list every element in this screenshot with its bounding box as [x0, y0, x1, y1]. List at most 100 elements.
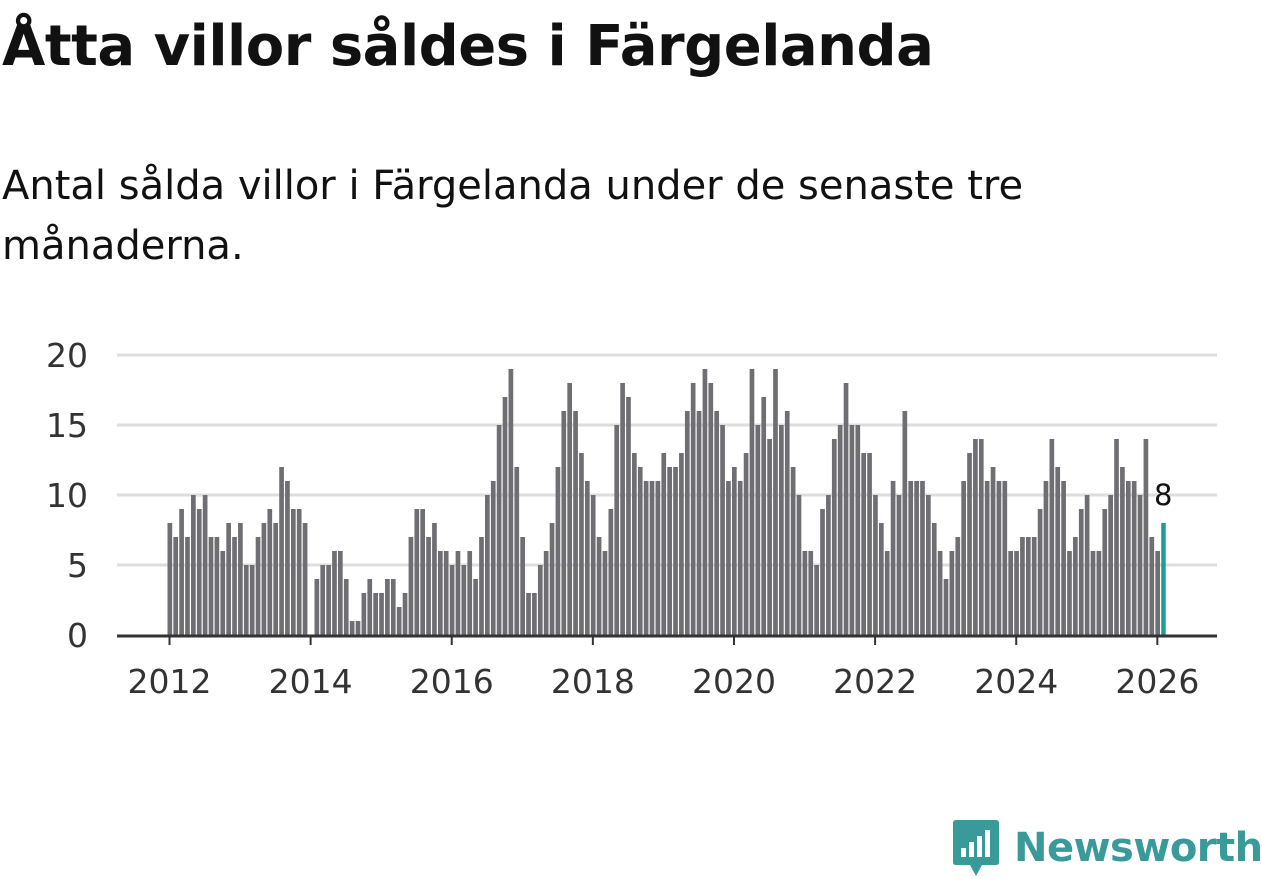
x-tick-label: 2016 — [410, 662, 494, 701]
bar — [355, 621, 361, 635]
bar — [702, 369, 708, 635]
bar — [526, 593, 531, 635]
bar — [461, 565, 467, 635]
bar — [843, 383, 849, 635]
bar — [1049, 439, 1055, 635]
bar — [743, 453, 749, 635]
bar — [214, 537, 220, 635]
bar — [173, 537, 179, 635]
bar — [684, 411, 690, 635]
bar — [920, 481, 925, 635]
bar — [408, 537, 414, 635]
bar — [496, 425, 502, 635]
bar — [949, 551, 955, 635]
bar — [520, 537, 525, 635]
bar — [1037, 509, 1043, 635]
bar — [273, 523, 279, 635]
bar — [708, 383, 714, 635]
bar — [343, 579, 349, 635]
bar — [437, 551, 443, 635]
bar — [1096, 551, 1102, 635]
bar — [590, 495, 596, 635]
bar — [396, 607, 402, 635]
bar — [908, 481, 914, 635]
bar — [667, 467, 672, 635]
bar — [937, 551, 943, 635]
bar — [637, 467, 643, 635]
bar — [361, 593, 367, 635]
bar — [808, 551, 814, 635]
bar — [467, 551, 473, 635]
bar — [567, 383, 573, 635]
bar — [614, 425, 620, 635]
bar — [1084, 495, 1090, 635]
bar — [1137, 495, 1143, 635]
x-tick-label: 2020 — [692, 662, 776, 701]
bar — [620, 383, 625, 635]
bar — [855, 425, 861, 635]
y-tick-label: 10 — [46, 476, 88, 515]
y-tick-label: 20 — [46, 336, 88, 375]
bar — [914, 481, 919, 635]
bar — [479, 537, 484, 635]
bar — [990, 467, 996, 635]
bar — [1025, 537, 1031, 635]
bar — [1078, 509, 1084, 635]
bar — [490, 481, 496, 635]
bar — [185, 537, 190, 635]
bar — [584, 481, 590, 635]
bar — [455, 551, 461, 635]
bar — [767, 439, 772, 635]
bar — [508, 369, 514, 635]
bar — [1002, 481, 1008, 635]
y-tick-label: 5 — [67, 546, 88, 585]
bar — [502, 397, 508, 635]
bar — [314, 579, 320, 635]
bar — [931, 523, 937, 635]
bar — [737, 481, 743, 635]
y-tick-label: 15 — [46, 406, 88, 445]
bar — [349, 621, 355, 635]
bar — [202, 495, 208, 635]
bar — [802, 551, 808, 635]
bar — [655, 481, 661, 635]
bar — [296, 509, 302, 635]
bar — [320, 565, 326, 635]
bar — [514, 467, 520, 635]
bar — [485, 495, 490, 635]
bar — [1061, 481, 1066, 635]
x-axis: 2012 2014 2016 2018 2020 2022 2024 2026 — [117, 634, 1217, 701]
bar — [626, 397, 631, 635]
bar — [1067, 551, 1072, 635]
bar — [602, 551, 608, 635]
bar — [943, 579, 949, 635]
bar — [1031, 537, 1037, 635]
bar — [179, 509, 184, 635]
bar — [831, 439, 837, 635]
bar — [326, 565, 331, 635]
bar — [473, 579, 478, 635]
bar — [1073, 537, 1078, 635]
bar — [1014, 551, 1019, 635]
bar — [279, 467, 284, 635]
bar — [755, 425, 761, 635]
bar — [426, 537, 431, 635]
data-labels: 8 — [1154, 478, 1172, 512]
bar — [220, 551, 226, 635]
bar — [608, 509, 614, 635]
bar — [779, 425, 784, 635]
bar — [643, 481, 649, 635]
bar — [784, 411, 790, 635]
x-tick-label: 2018 — [551, 662, 635, 701]
bar — [1131, 481, 1137, 635]
bar — [532, 593, 537, 635]
bar — [573, 411, 578, 635]
bar — [249, 565, 255, 635]
bars — [167, 369, 1166, 635]
bar — [984, 481, 990, 635]
bar — [420, 509, 426, 635]
bar — [820, 509, 825, 635]
bar — [749, 369, 755, 635]
bar — [367, 579, 373, 635]
bar — [814, 565, 819, 635]
